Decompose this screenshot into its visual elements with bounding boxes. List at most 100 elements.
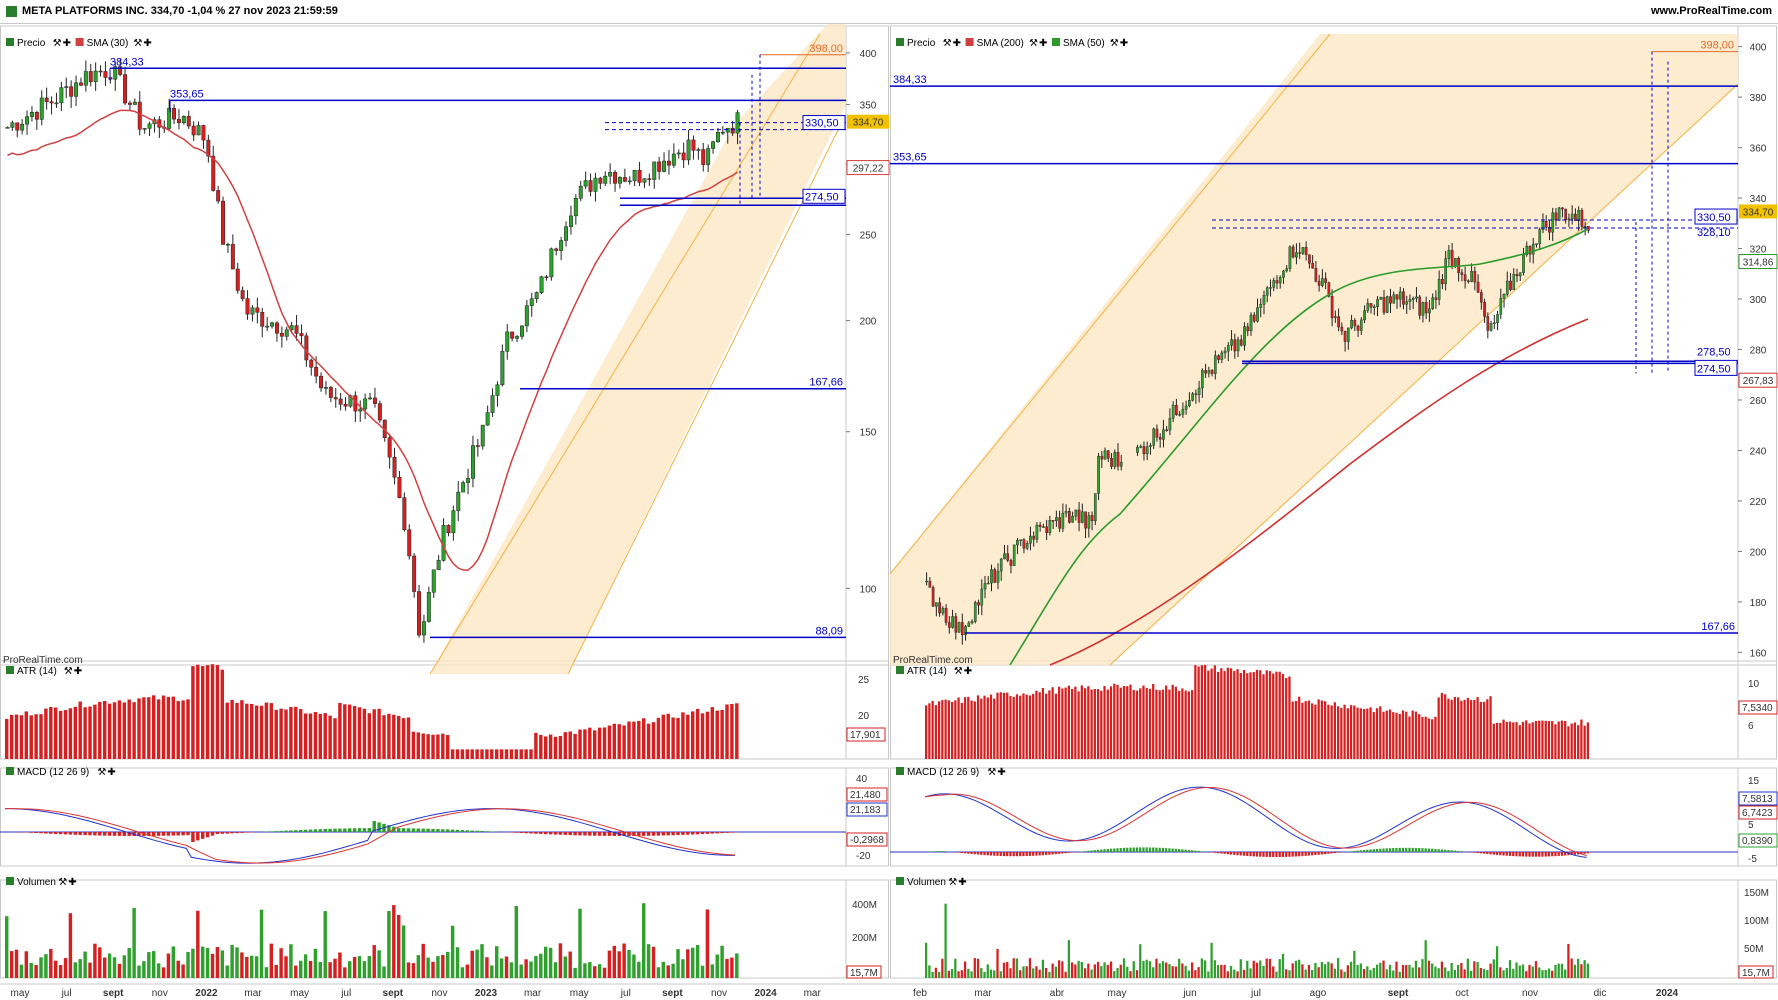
right-volume-bar [1405, 965, 1408, 978]
right-candle-body [1561, 207, 1564, 210]
right-atr-bar [1165, 685, 1168, 759]
wrench-icon[interactable]: ⚒ [1029, 38, 1038, 49]
add-indicator-icon[interactable]: ✚ [953, 38, 961, 49]
add-indicator-icon[interactable]: ✚ [107, 767, 115, 778]
left-macd-hist [642, 832, 646, 836]
left-candle [603, 171, 608, 186]
right-volume-bar [1106, 964, 1109, 978]
left-candle [274, 321, 279, 342]
right-price-legend-label[interactable]: Precio [907, 38, 936, 49]
left-candle [622, 168, 627, 183]
right-atr-bar [1278, 671, 1281, 759]
wrench-icon[interactable]: ⚒ [97, 767, 106, 778]
right-vol-legend-label[interactable]: Volumen [907, 877, 946, 888]
right-atr-bar [1336, 706, 1340, 759]
right-atr-bar [1473, 700, 1476, 759]
right-macd-hist [1405, 847, 1408, 852]
right-macd-hist [1333, 852, 1337, 854]
right-candle [1376, 295, 1379, 317]
wrench-icon[interactable]: ⚒ [943, 38, 952, 49]
right-price-legend-label[interactable]: SMA (200) [977, 38, 1024, 49]
right-macd-hist [1035, 852, 1038, 856]
right-volume-bar [1035, 966, 1038, 978]
left-atr-bar [19, 715, 24, 759]
right-macd-hist [1122, 847, 1126, 852]
left-vol-legend-label[interactable]: Volumen [17, 877, 56, 888]
wrench-icon[interactable]: ⚒ [58, 877, 67, 888]
chart-workspace[interactable]: 384,33353,65167,6688,09330,50274,50398,0… [0, 24, 1778, 1000]
right-candle [1275, 275, 1279, 290]
add-indicator-icon[interactable]: ✚ [74, 666, 82, 677]
add-indicator-icon[interactable]: ✚ [1120, 38, 1128, 49]
left-price-legend-label[interactable]: SMA (30) [87, 38, 129, 49]
wrench-icon[interactable]: ⚒ [133, 38, 142, 49]
right-macd-hist [1298, 852, 1301, 857]
right-price-legend-label[interactable]: SMA (50) [1063, 38, 1105, 49]
add-indicator-icon[interactable]: ✚ [1039, 38, 1047, 49]
right-macd-hist [1369, 849, 1372, 852]
right-atr-legend-swatch [896, 666, 904, 674]
left-volume-bar [250, 955, 254, 978]
add-indicator-icon[interactable]: ✚ [63, 38, 71, 49]
right-volume-bar [1058, 960, 1061, 978]
right-candle [1006, 545, 1010, 563]
right-macd-hist [1223, 852, 1226, 854]
right-atr-bar [1359, 708, 1362, 759]
left-macd-hist [656, 832, 661, 836]
right-price-tick: 160 [1750, 648, 1767, 659]
add-indicator-icon[interactable]: ✚ [964, 666, 972, 677]
left-macd-hist [299, 829, 303, 832]
right-candle-body [1502, 293, 1506, 299]
right-volume-bar [1479, 967, 1482, 978]
right-macd-hist [1327, 852, 1330, 854]
right-volume-bar [1165, 962, 1168, 978]
add-indicator-icon[interactable]: ✚ [143, 38, 151, 49]
left-volume-bar [235, 947, 239, 978]
left-volume-bar [294, 965, 298, 978]
right-candle-body [1415, 296, 1418, 299]
right-lower-box[interactable] [1694, 359, 1738, 376]
right-upper-box[interactable] [1694, 208, 1738, 225]
right-volume-bar [1515, 962, 1518, 978]
wrench-icon[interactable]: ⚒ [64, 666, 73, 677]
right-atr-bar [993, 698, 996, 759]
site-name[interactable]: www.ProRealTime.com [1650, 5, 1772, 17]
left-last-price-tag [847, 114, 889, 129]
left-candle-body [608, 172, 613, 177]
left-atr-bar [117, 700, 122, 759]
wrench-icon[interactable]: ⚒ [954, 666, 963, 677]
left-macd-hist [411, 828, 416, 832]
left-macd-hist [666, 832, 670, 836]
right-candle-body [1035, 524, 1039, 540]
left-candle-body [603, 175, 608, 184]
right-candle [1415, 287, 1418, 303]
left-atr-legend-label[interactable]: ATR (14) [17, 666, 57, 677]
right-macd-legend-label[interactable]: MACD (12 26 9) [907, 767, 979, 778]
right-last-price-label: 334,70 [1743, 207, 1774, 218]
add-indicator-icon[interactable]: ✚ [68, 877, 76, 888]
left-lower-box[interactable] [802, 188, 846, 204]
left-atr-tag-label: 17,901 [850, 730, 881, 741]
left-candle-body [299, 333, 304, 337]
right-atr-bar [1294, 700, 1298, 759]
left-atr-bar [83, 707, 87, 759]
left-volume-bar [534, 956, 538, 978]
left-candle-body [529, 298, 534, 306]
wrench-icon[interactable]: ⚒ [987, 767, 996, 778]
left-candle [191, 121, 196, 141]
right-volume-bar [1551, 970, 1554, 978]
add-indicator-icon[interactable]: ✚ [997, 767, 1005, 778]
wrench-icon[interactable]: ⚒ [53, 38, 62, 49]
wrench-icon[interactable]: ⚒ [1110, 38, 1119, 49]
right-atr-bar [1580, 719, 1583, 759]
left-upper-box[interactable] [802, 115, 846, 131]
left-volume-bar [254, 956, 259, 978]
left-macd-legend-label[interactable]: MACD (12 26 9) [17, 767, 89, 778]
wrench-icon[interactable]: ⚒ [948, 877, 957, 888]
add-indicator-icon[interactable]: ✚ [958, 877, 966, 888]
left-atr-bar [235, 702, 239, 759]
right-atr-bar [1252, 672, 1255, 759]
right-atr-legend-label[interactable]: ATR (14) [907, 666, 947, 677]
right-macd-hist [960, 852, 963, 853]
left-price-legend-label[interactable]: Precio [17, 38, 46, 49]
